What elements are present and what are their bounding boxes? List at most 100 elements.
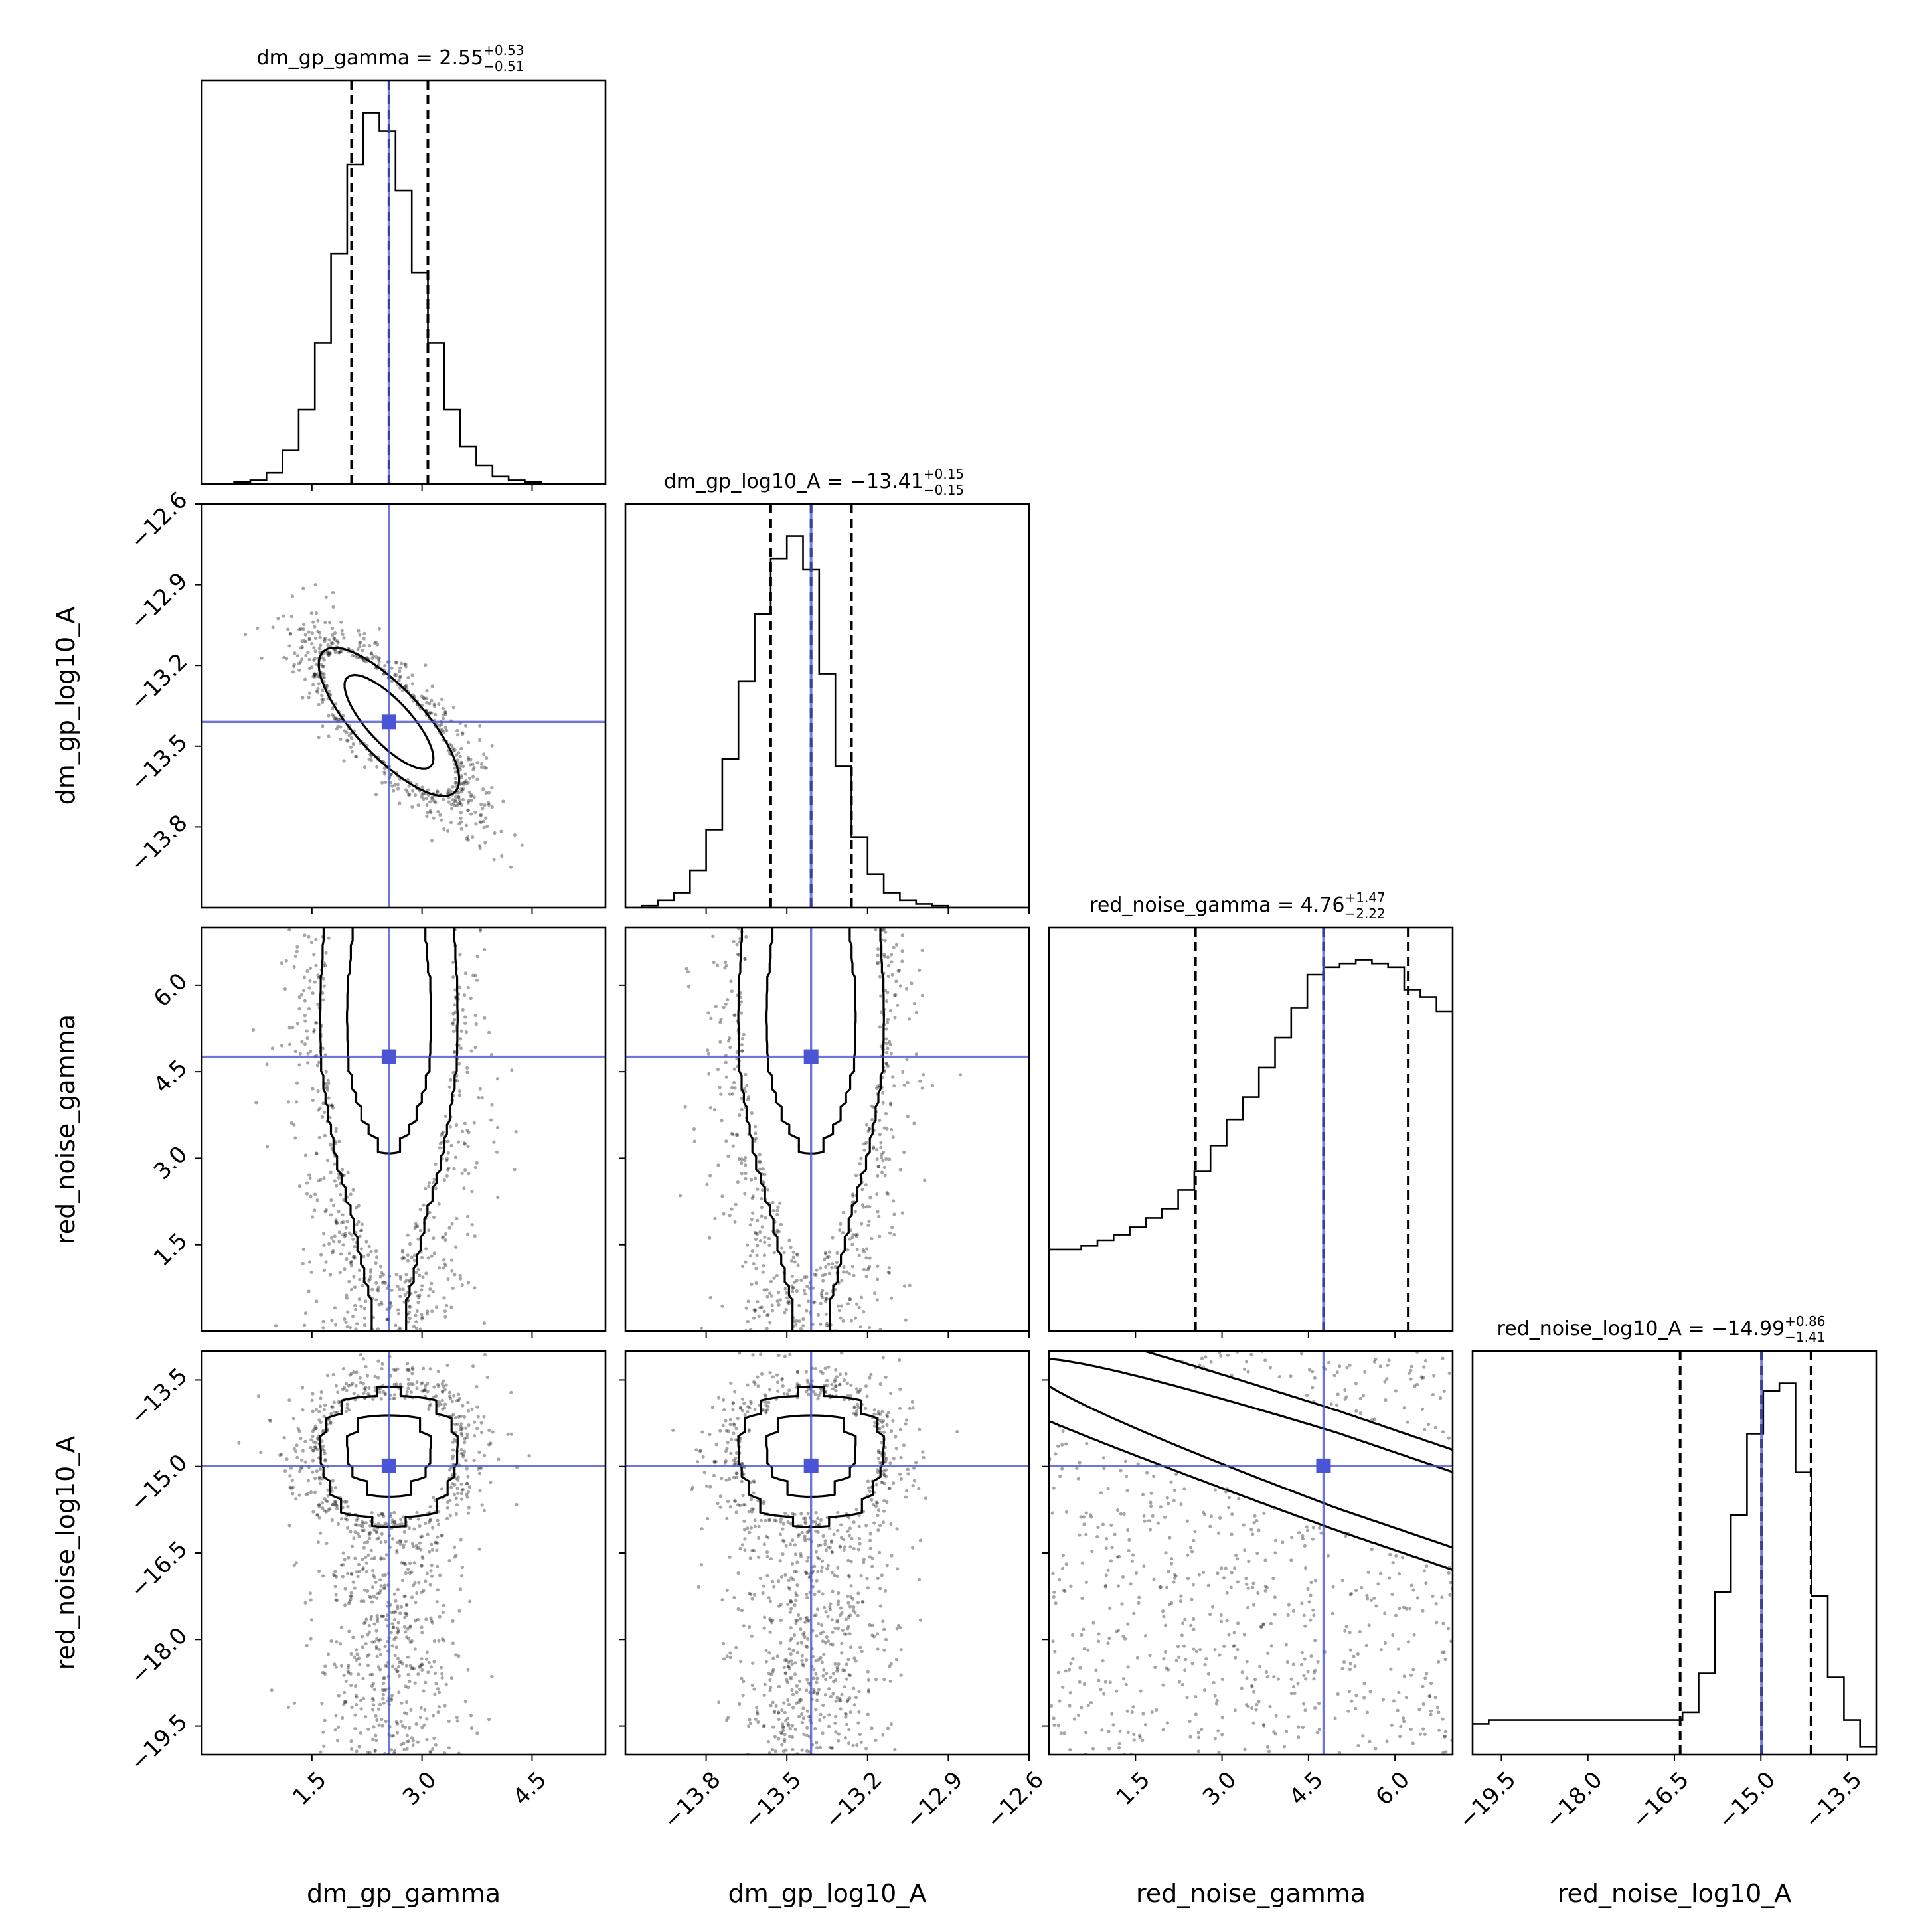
sample-point (1174, 1472, 1178, 1476)
sample-point (1271, 1577, 1275, 1581)
sample-point (303, 1042, 307, 1046)
sample-point (830, 1571, 834, 1575)
sample-point (408, 1242, 412, 1246)
sample-point (824, 1312, 828, 1316)
sample-point (479, 820, 483, 824)
sample-point (894, 1447, 898, 1451)
sample-point (890, 960, 894, 964)
sample-point (899, 1648, 903, 1652)
sample-point (785, 1658, 789, 1662)
sample-point (1289, 1692, 1293, 1696)
sample-point (316, 672, 320, 676)
sample-point (867, 1127, 871, 1131)
sample-point (1316, 1660, 1320, 1664)
sample-point (1291, 1685, 1296, 1689)
sample-point (906, 1472, 910, 1476)
sample-point (888, 1487, 892, 1490)
sample-point (314, 963, 318, 967)
sample-point (333, 648, 337, 652)
sample-point (758, 1239, 763, 1243)
sample-point (1222, 1644, 1226, 1648)
sample-point (799, 1698, 803, 1702)
sample-point (428, 809, 432, 813)
sample-point (459, 1538, 463, 1542)
sample-point (333, 638, 337, 643)
sample-point (1372, 1596, 1376, 1600)
sample-point (1179, 1594, 1183, 1598)
sample-point (445, 1363, 449, 1367)
sample-point (736, 1571, 740, 1575)
sample-point (443, 1315, 447, 1319)
sample-point (876, 961, 880, 965)
sample-point (781, 1725, 785, 1729)
sample-point (319, 1178, 323, 1182)
sample-point (453, 1050, 457, 1054)
sample-point (744, 1072, 748, 1076)
sample-point (799, 1278, 803, 1282)
sample-point (355, 1652, 359, 1656)
sample-point (878, 1427, 882, 1431)
sample-point (747, 1510, 751, 1514)
sample-point (730, 1086, 734, 1089)
sample-point (307, 1173, 311, 1177)
sample-point (1289, 1558, 1293, 1562)
sample-point (790, 1289, 795, 1294)
sample-point (398, 801, 402, 805)
sample-point (1364, 1643, 1368, 1647)
sample-points (252, 927, 518, 1331)
sample-point (750, 1178, 754, 1182)
sample-point (902, 1284, 906, 1288)
sample-point (848, 1696, 852, 1700)
sample-point (891, 1135, 895, 1139)
sample-point (406, 1259, 410, 1263)
sample-point (359, 1599, 363, 1603)
sample-point (739, 1011, 744, 1015)
sample-point (469, 763, 473, 767)
sample-point (794, 1619, 798, 1623)
sample-point (734, 1475, 738, 1479)
sample-point (333, 1306, 337, 1310)
sample-point (418, 1715, 423, 1720)
sample-points (1049, 1351, 1453, 1755)
sample-point (1240, 1670, 1244, 1674)
sample-point (366, 1553, 370, 1557)
sample-point (346, 1310, 350, 1314)
sample-point (770, 1303, 774, 1307)
histogram-step-red-noise-gamma (1049, 959, 1453, 1251)
sample-point (380, 1302, 384, 1306)
sample-point (885, 1062, 889, 1066)
sample-point (790, 1259, 794, 1263)
sample-point (311, 1409, 315, 1413)
sample-point (1099, 1491, 1103, 1495)
sample-point (412, 1325, 416, 1328)
sample-point (728, 1555, 732, 1559)
sample-point (777, 1711, 781, 1715)
sample-point (365, 1654, 370, 1658)
sample-point (835, 1261, 839, 1265)
sample-point (724, 1449, 728, 1453)
sample-point (406, 1672, 410, 1676)
sample-point (459, 1427, 463, 1431)
sample-point (771, 1375, 775, 1379)
sample-point (367, 1386, 371, 1390)
sample-point (334, 1714, 338, 1718)
sample-point (738, 1406, 742, 1409)
sample-point (376, 1617, 380, 1621)
sample-point (459, 1451, 463, 1455)
sample-point (839, 1316, 843, 1320)
sample-point (1078, 1461, 1082, 1465)
sample-point (447, 1719, 451, 1723)
sample-point (746, 1526, 750, 1530)
sample-point (781, 1722, 785, 1726)
sample-point (369, 651, 373, 655)
sample-point (382, 766, 386, 770)
sample-point (885, 1564, 889, 1568)
sample-point (1203, 1663, 1207, 1667)
sample-point (416, 1517, 420, 1521)
sample-point (366, 1589, 370, 1593)
sample-point (445, 1157, 449, 1161)
sample-point (456, 802, 460, 806)
sample-point (771, 1725, 775, 1729)
sample-point (1259, 1625, 1263, 1629)
sample-point (878, 1234, 882, 1238)
